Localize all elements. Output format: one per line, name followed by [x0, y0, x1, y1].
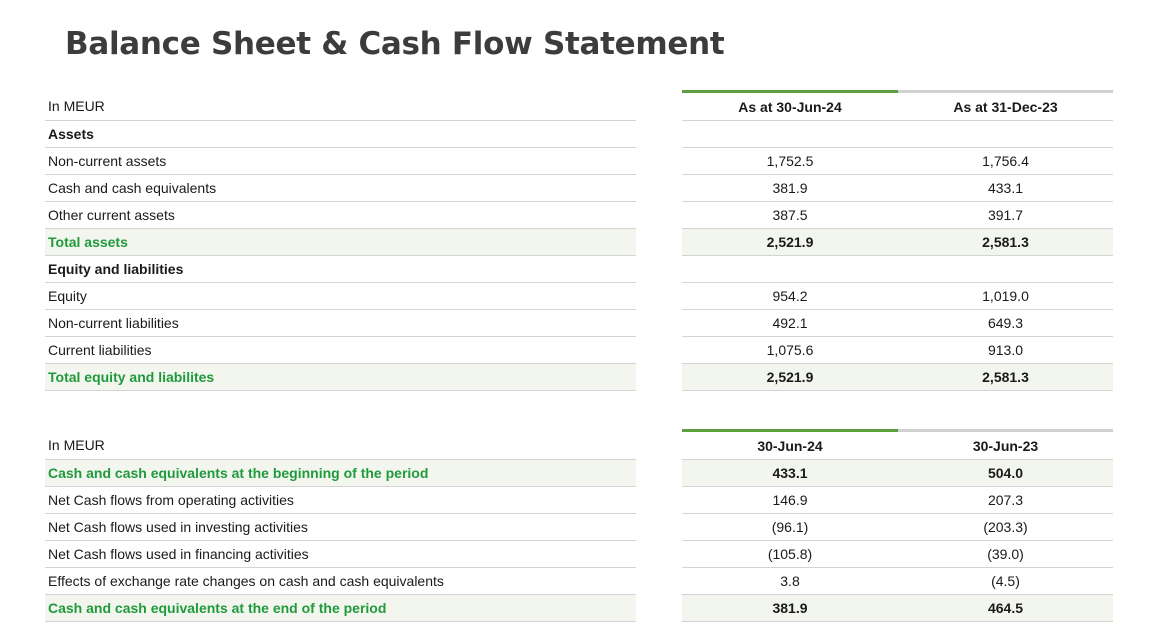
balance-sheet-table: In MEUR As at 30-Jun-24 As at 31-Dec-23 …: [45, 90, 1113, 391]
value-current: 387.5: [682, 201, 898, 229]
value-current: 381.9: [682, 174, 898, 202]
value-prior: 1,019.0: [898, 282, 1113, 310]
row-label: Net Cash flows used in investing activit…: [45, 513, 636, 541]
column-header-prior: 30-Jun-23: [898, 429, 1113, 460]
value-current: 146.9: [682, 486, 898, 514]
total-row: Total assets 2,521.9 2,581.3: [45, 228, 1113, 256]
column-header-current: As at 30-Jun-24: [682, 90, 898, 121]
table-row: Net Cash flows used in investing activit…: [45, 513, 1113, 541]
value-current: (96.1): [682, 513, 898, 541]
table-row: Net Cash flows from operating activities…: [45, 486, 1113, 514]
value-prior: (203.3): [898, 513, 1113, 541]
value-prior: [898, 120, 1113, 148]
table-row: Current liabilities 1,075.6 913.0: [45, 336, 1113, 364]
column-header-current: 30-Jun-24: [682, 429, 898, 460]
table-row: Net Cash flows used in financing activit…: [45, 540, 1113, 568]
value-current: 2,521.9: [682, 228, 898, 256]
value-prior: 464.5: [898, 594, 1113, 622]
value-prior: [898, 255, 1113, 283]
unit-label: In MEUR: [45, 430, 636, 460]
value-prior: 649.3: [898, 309, 1113, 337]
column-header-prior: As at 31-Dec-23: [898, 90, 1113, 121]
value-prior: 2,581.3: [898, 363, 1113, 391]
table-row: Non-current liabilities 492.1 649.3: [45, 309, 1113, 337]
value-prior: 391.7: [898, 201, 1113, 229]
value-current: 1,752.5: [682, 147, 898, 175]
cash-flow-header-row: In MEUR 30-Jun-24 30-Jun-23: [45, 429, 1113, 460]
row-label: Cash and cash equivalents at the beginni…: [45, 459, 636, 487]
value-current: (105.8): [682, 540, 898, 568]
section-heading-row: Equity and liabilities: [45, 255, 1113, 283]
row-label: Total assets: [45, 228, 636, 256]
value-current: 954.2: [682, 282, 898, 310]
value-current: 492.1: [682, 309, 898, 337]
row-label: Cash and cash equivalents: [45, 174, 636, 202]
row-label: Equity and liabilities: [45, 255, 636, 283]
row-label: Other current assets: [45, 201, 636, 229]
value-prior: 2,581.3: [898, 228, 1113, 256]
value-current: 381.9: [682, 594, 898, 622]
value-prior: (39.0): [898, 540, 1113, 568]
total-row: Cash and cash equivalents at the beginni…: [45, 459, 1113, 487]
row-label: Effects of exchange rate changes on cash…: [45, 567, 636, 595]
value-current: [682, 120, 898, 148]
value-current: [682, 255, 898, 283]
row-label: Cash and cash equivalents at the end of …: [45, 594, 636, 622]
total-row: Cash and cash equivalents at the end of …: [45, 594, 1113, 622]
section-heading-row: Assets: [45, 120, 1113, 148]
row-label: Assets: [45, 120, 636, 148]
table-row: Other current assets 387.5 391.7: [45, 201, 1113, 229]
row-label: Non-current liabilities: [45, 309, 636, 337]
value-prior: 504.0: [898, 459, 1113, 487]
table-row: Cash and cash equivalents 381.9 433.1: [45, 174, 1113, 202]
cash-flow-table: In MEUR 30-Jun-24 30-Jun-23 Cash and cas…: [45, 429, 1113, 622]
table-row: Equity 954.2 1,019.0: [45, 282, 1113, 310]
value-current: 2,521.9: [682, 363, 898, 391]
table-row: Effects of exchange rate changes on cash…: [45, 567, 1113, 595]
value-prior: 433.1: [898, 174, 1113, 202]
row-label: Net Cash flows from operating activities: [45, 486, 636, 514]
value-current: 433.1: [682, 459, 898, 487]
value-current: 3.8: [682, 567, 898, 595]
value-prior: 207.3: [898, 486, 1113, 514]
value-prior: (4.5): [898, 567, 1113, 595]
value-prior: 1,756.4: [898, 147, 1113, 175]
row-label: Current liabilities: [45, 336, 636, 364]
row-label: Equity: [45, 282, 636, 310]
row-label: Net Cash flows used in financing activit…: [45, 540, 636, 568]
total-row: Total equity and liabilites 2,521.9 2,581.…: [45, 363, 1113, 391]
value-prior: 913.0: [898, 336, 1113, 364]
row-label: Non-current assets: [45, 147, 636, 175]
row-label: Total equity and liabilites: [45, 363, 636, 391]
unit-label: In MEUR: [45, 91, 636, 121]
value-current: 1,075.6: [682, 336, 898, 364]
balance-sheet-header-row: In MEUR As at 30-Jun-24 As at 31-Dec-23: [45, 90, 1113, 121]
page-title: Balance Sheet & Cash Flow Statement: [65, 26, 725, 62]
table-row: Non-current assets 1,752.5 1,756.4: [45, 147, 1113, 175]
